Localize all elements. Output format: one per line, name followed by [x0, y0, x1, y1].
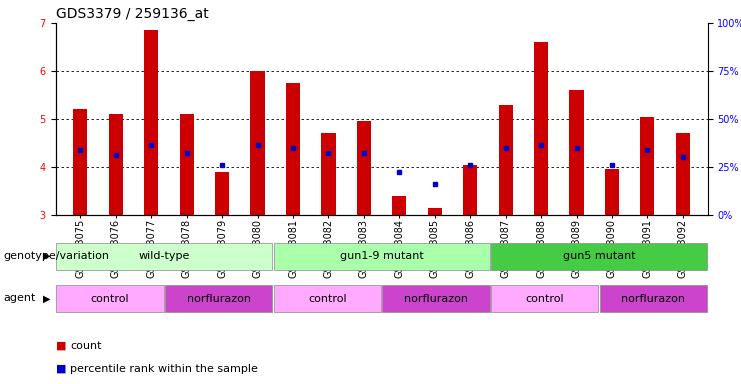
Text: ■: ■ [56, 341, 66, 351]
Bar [179, 114, 194, 215]
Text: norflurazon: norflurazon [621, 293, 685, 304]
Text: gun1-9 mutant: gun1-9 mutant [339, 251, 424, 262]
Bar [250, 71, 265, 215]
Bar [73, 109, 87, 215]
Text: genotype/variation: genotype/variation [4, 251, 110, 261]
Bar [491, 285, 598, 312]
Bar [569, 90, 584, 215]
Bar [273, 243, 490, 270]
Text: agent: agent [4, 293, 36, 303]
Bar [56, 243, 272, 270]
Text: ▶: ▶ [43, 251, 50, 261]
Bar [534, 42, 548, 215]
Bar [109, 114, 123, 215]
Bar [56, 285, 164, 312]
Bar [382, 285, 490, 312]
Bar [357, 121, 371, 215]
Bar [499, 104, 513, 215]
Bar [463, 165, 477, 215]
Bar [392, 196, 406, 215]
Bar [599, 285, 707, 312]
Text: ■: ■ [56, 364, 66, 374]
Text: control: control [525, 293, 564, 304]
Text: control: control [308, 293, 347, 304]
Text: ▶: ▶ [43, 293, 50, 303]
Bar [273, 285, 381, 312]
Bar [428, 208, 442, 215]
Text: count: count [70, 341, 102, 351]
Bar [491, 243, 707, 270]
Bar [215, 172, 229, 215]
Text: norflurazon: norflurazon [187, 293, 250, 304]
Bar [640, 117, 654, 215]
Text: percentile rank within the sample: percentile rank within the sample [70, 364, 259, 374]
Bar [605, 169, 619, 215]
Text: GDS3379 / 259136_at: GDS3379 / 259136_at [56, 7, 208, 21]
Bar [322, 134, 336, 215]
Bar [286, 83, 300, 215]
Bar [144, 30, 159, 215]
Bar [165, 285, 272, 312]
Text: wild-type: wild-type [139, 251, 190, 262]
Bar [676, 134, 690, 215]
Text: gun5 mutant: gun5 mutant [562, 251, 635, 262]
Text: norflurazon: norflurazon [404, 293, 468, 304]
Text: control: control [90, 293, 129, 304]
